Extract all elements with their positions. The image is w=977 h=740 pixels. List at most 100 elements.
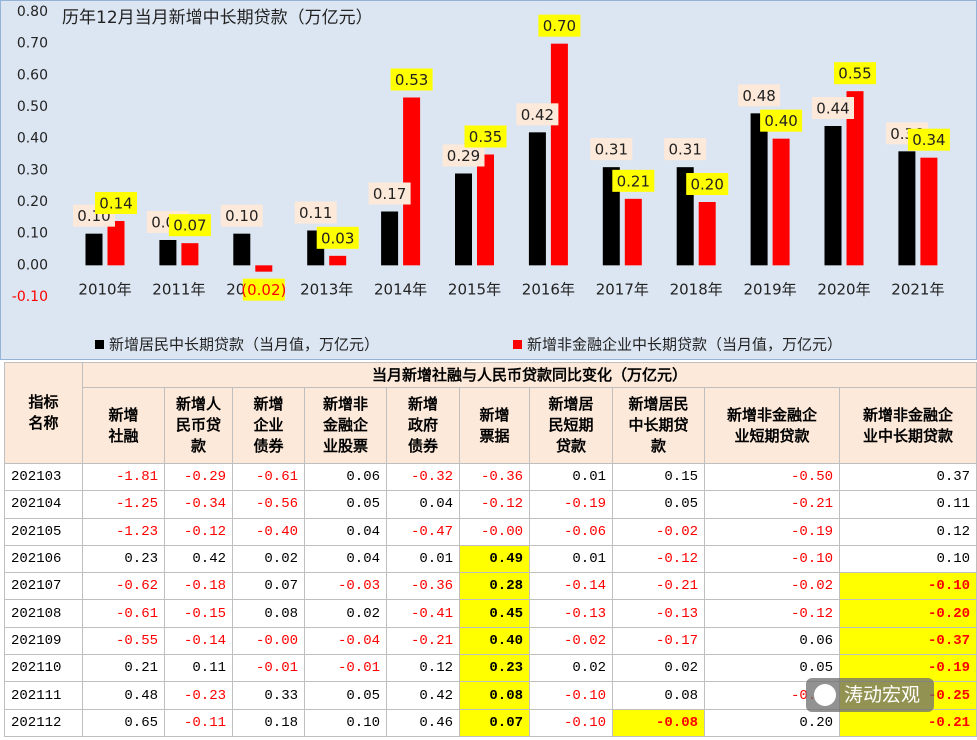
table-cell: 0.05	[612, 490, 705, 519]
value-label-group: 0.17	[368, 182, 411, 205]
bar	[920, 157, 938, 266]
x-tick-label: 2011年	[152, 281, 205, 299]
value-label-box	[612, 169, 655, 192]
column-header: 新增人 民币贷 款	[164, 387, 233, 464]
value-label-group: (0.02)	[241, 278, 286, 301]
table-row: 202107 -0.62 -0.18 0.07 -0.03 -0.36 0.28 -0.14-…	[4, 572, 977, 601]
value-label-group: 0.31	[664, 138, 707, 161]
value-label-group: 0.03	[316, 226, 359, 249]
table-cell: -0.12	[459, 490, 530, 519]
table-cell: -0.00	[232, 626, 305, 656]
table-cell: -0.61	[232, 462, 305, 492]
table-cell: -0.01	[304, 654, 387, 683]
table-cell: 0.28	[459, 572, 530, 601]
table-cell: -0.18	[164, 572, 233, 601]
value-label-group: 0.29	[442, 144, 485, 167]
table-cell: -0.47	[386, 517, 460, 546]
value-label-box	[760, 109, 803, 132]
column-header: 新增 政府 债券	[386, 387, 460, 464]
value-label: 0.70	[543, 17, 576, 35]
table-cell: 0.21	[82, 654, 165, 683]
y-tick-label: 0.00	[17, 257, 48, 273]
table-cell: -0.13	[529, 599, 613, 628]
table-cell: -0.10	[838, 572, 977, 601]
table-row: 202108 -0.61 -0.15 0.08 0.02 -0.41 0.45 -0.13 -0…	[4, 599, 977, 628]
table-row: 202105 -1.23 -0.12 -0.40 0.04 -0.47 -0.00 -0.06…	[4, 517, 977, 546]
table-cell: -0.23	[164, 681, 233, 710]
value-label-group: 0.48	[738, 84, 781, 107]
table-cell: 0.10	[838, 544, 977, 574]
value-label-group: 0.35	[464, 125, 507, 148]
column-header: 新增 社融	[82, 387, 165, 464]
watermark-text: 涛动宏观	[844, 684, 921, 706]
table-cell: -0.20	[838, 599, 977, 628]
table-cell: -0.21	[612, 572, 705, 601]
legend-label: 新增非金融企业中长期贷款（当月值，万亿元）	[527, 336, 842, 354]
y-tick-label: -0.10	[12, 289, 48, 305]
value-label-box	[464, 125, 507, 148]
table-cell: 0.07	[232, 572, 305, 601]
table-cell: -0.14	[164, 626, 233, 656]
y-tick-label: 0.80	[17, 4, 48, 20]
value-label: 0.31	[595, 141, 628, 159]
table-cell: 0.04	[386, 490, 460, 519]
value-label-group: 0.07	[168, 214, 211, 237]
value-label-box	[834, 62, 876, 85]
value-label-group: 0.40	[760, 109, 803, 132]
table-cell: -0.06	[529, 517, 613, 546]
value-label: 0.40	[764, 112, 797, 130]
table-cell: -0.62	[82, 572, 165, 601]
value-label: 0.42	[521, 106, 554, 124]
value-label: 0.21	[617, 172, 650, 190]
y-tick-label: 0.60	[17, 67, 48, 83]
table-cell: -0.55	[82, 626, 165, 656]
table-cell: -1.23	[82, 517, 165, 546]
x-tick-label: 2010年	[78, 281, 131, 299]
value-label: 0.03	[321, 229, 354, 247]
table-cell: 0.45	[459, 599, 530, 628]
y-tick-label: 0.20	[17, 194, 48, 210]
watermark: 涛动宏观	[806, 678, 934, 712]
value-label-box	[664, 138, 707, 161]
x-tick-label: 2013年	[300, 281, 353, 299]
watermark-icon	[814, 684, 836, 706]
table-cell: -0.40	[232, 517, 305, 546]
table-cell: -0.10	[529, 681, 613, 710]
table-cell: 0.23	[459, 654, 530, 683]
value-label-box	[168, 214, 211, 237]
table-cell: 0.23	[82, 544, 165, 574]
table-row: 202104 -1.25 -0.34 -0.56 0.05 0.04 -0.12 -0.19 0…	[4, 490, 977, 519]
table-cell: 0.42	[386, 681, 460, 710]
legend-label: 新增居民中长期贷款（当月值，万亿元）	[109, 336, 379, 354]
value-label-group: 0.10	[220, 204, 263, 227]
table-cell: 0.18	[232, 708, 305, 737]
table-cell: -0.34	[164, 490, 233, 519]
bar	[846, 91, 864, 266]
table-cell: 0.46	[386, 708, 460, 737]
x-tick-label: 2015年	[448, 281, 501, 299]
x-tick-label: 2018年	[670, 281, 723, 299]
column-header: 新增非金融企 业短期贷款	[704, 387, 840, 464]
table-row: 202103 -1.81 -0.29 -0.61 0.06 -0.32 -0.36 0.01 0…	[4, 462, 977, 492]
table-cell: 0.42	[164, 544, 233, 574]
row-label: 202106	[4, 544, 83, 574]
value-label-group: 0.31	[590, 138, 633, 161]
table-cell: 0.37	[838, 462, 977, 492]
x-tick-label: 2020年	[817, 281, 870, 299]
value-label-group: 0.14	[95, 192, 137, 214]
table-cell: 0.05	[304, 490, 387, 519]
row-label: 202104	[4, 490, 83, 519]
table-cell: -0.21	[704, 490, 840, 519]
value-label: 0.29	[447, 147, 480, 165]
table-cell: -0.21	[386, 626, 460, 656]
value-label-group: 0.34	[907, 128, 950, 151]
legend-swatch	[95, 340, 104, 349]
table-cell: -0.08	[612, 708, 705, 737]
table-cell: -0.21	[838, 708, 977, 737]
table-row: 202109 -0.55 -0.14 -0.00 -0.04 -0.21 0.40 -0.02…	[4, 626, 977, 656]
table-cell: 0.02	[612, 654, 705, 683]
x-tick-label: 2019年	[744, 281, 797, 299]
table-cell: 0.07	[459, 708, 530, 737]
value-label-box	[316, 226, 359, 249]
table-cell: -0.04	[304, 626, 387, 656]
